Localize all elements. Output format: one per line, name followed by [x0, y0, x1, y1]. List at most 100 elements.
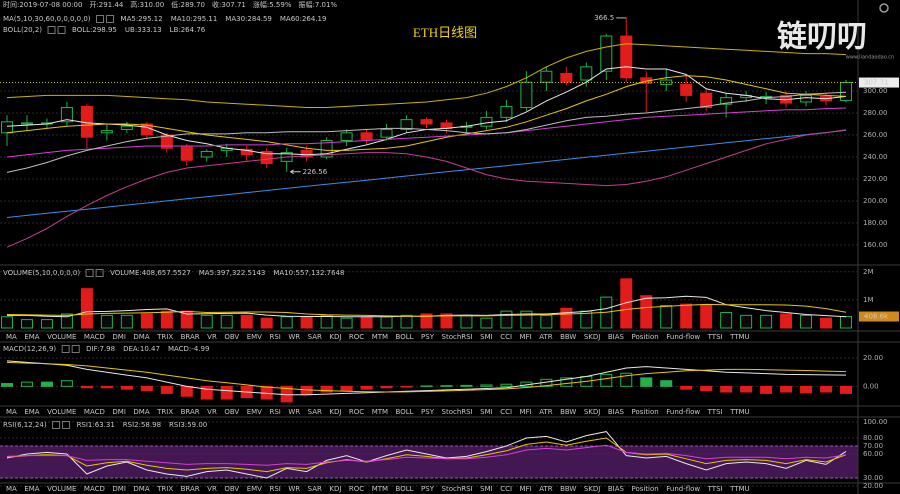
indicator-tab[interactable]: VR	[207, 485, 217, 493]
indicator-tab[interactable]: PSY	[421, 333, 435, 341]
legend-button[interactable]	[85, 269, 94, 277]
indicator-tab[interactable]: MACD	[84, 408, 105, 416]
indicator-tab[interactable]: MFI	[520, 408, 532, 416]
indicator-tab[interactable]: MTM	[372, 408, 388, 416]
indicator-tab[interactable]: SMI	[480, 333, 493, 341]
indicator-tab[interactable]: ROC	[349, 408, 364, 416]
indicator-tab[interactable]: OBV	[224, 333, 239, 341]
indicator-tab[interactable]: VOLUME	[47, 485, 76, 493]
legend-button[interactable]	[57, 26, 66, 34]
indicator-tab[interactable]: MFI	[520, 333, 532, 341]
indicator-tab[interactable]: EMV	[247, 485, 262, 493]
settings-icon[interactable]	[879, 3, 889, 13]
indicator-tab[interactable]: MA	[6, 408, 17, 416]
indicator-tab[interactable]: Fund-flow	[666, 333, 700, 341]
indicator-tab[interactable]: RSI	[269, 408, 280, 416]
indicator-tab[interactable]: SKDJ	[584, 485, 601, 493]
legend-button[interactable]	[106, 15, 115, 23]
indicator-tab[interactable]: ATR	[539, 485, 553, 493]
indicator-tab[interactable]: SAR	[308, 408, 322, 416]
legend-button[interactable]	[61, 345, 70, 353]
legend-button[interactable]	[95, 269, 104, 277]
indicator-tab[interactable]: TTMU	[729, 408, 750, 416]
indicator-tab[interactable]: PSY	[421, 485, 435, 493]
indicator-tab[interactable]: SAR	[308, 333, 322, 341]
indicator-tab[interactable]: BOLL	[396, 333, 414, 341]
indicator-tab[interactable]: KDJ	[329, 333, 341, 341]
indicator-tab[interactable]: ROC	[349, 333, 364, 341]
indicator-tab[interactable]: EMA	[24, 408, 39, 416]
indicator-tab[interactable]: TTSI	[707, 408, 723, 416]
indicator-tab[interactable]: MTM	[372, 333, 388, 341]
indicator-tab[interactable]: RSI	[269, 485, 280, 493]
indicator-tab[interactable]: MACD	[84, 485, 105, 493]
indicator-tab[interactable]: WR	[288, 485, 300, 493]
indicator-tab[interactable]: DMI	[112, 485, 126, 493]
indicator-tab[interactable]: StochRSI	[442, 485, 473, 493]
indicator-tab[interactable]: OBV	[224, 408, 239, 416]
indicator-tab[interactable]: BBW	[560, 485, 576, 493]
indicator-tab[interactable]: BOLL	[396, 408, 414, 416]
indicator-tab[interactable]: DMA	[133, 333, 149, 341]
indicator-tab[interactable]: VOLUME	[47, 333, 76, 341]
indicator-tab[interactable]: MA	[6, 485, 17, 493]
indicator-tab[interactable]: EMV	[247, 333, 262, 341]
indicator-tab[interactable]: TTSI	[707, 333, 723, 341]
indicator-tab[interactable]: BRAR	[181, 485, 200, 493]
indicator-tab[interactable]: DMI	[112, 333, 126, 341]
indicator-tab[interactable]: PSY	[421, 408, 435, 416]
indicator-tab[interactable]: BBW	[560, 408, 576, 416]
indicator-tab[interactable]: ATR	[539, 408, 553, 416]
indicator-tab[interactable]: Position	[631, 408, 658, 416]
indicator-tab[interactable]: StochRSI	[442, 333, 473, 341]
legend-button[interactable]	[71, 345, 80, 353]
indicator-tab[interactable]: MFI	[520, 485, 532, 493]
legend-button[interactable]	[47, 26, 56, 34]
indicator-tab[interactable]: DMA	[133, 408, 149, 416]
indicator-tab[interactable]: BIAS	[608, 485, 625, 493]
indicator-tab[interactable]: KDJ	[329, 408, 341, 416]
indicator-tab[interactable]: SKDJ	[584, 408, 601, 416]
indicator-tab[interactable]: BIAS	[608, 408, 625, 416]
indicator-tab[interactable]: Fund-flow	[666, 408, 700, 416]
indicator-tab[interactable]: Position	[631, 333, 658, 341]
indicator-tab[interactable]: VOLUME	[47, 408, 76, 416]
indicator-tab[interactable]: BRAR	[181, 408, 200, 416]
indicator-tab[interactable]: TTMU	[729, 485, 750, 493]
indicator-tab[interactable]: StochRSI	[442, 408, 473, 416]
indicator-tab[interactable]: DMI	[112, 408, 126, 416]
indicator-tab[interactable]: BBW	[560, 333, 576, 341]
indicator-tab[interactable]: MTM	[372, 485, 388, 493]
indicator-tab[interactable]: RSI	[269, 333, 280, 341]
indicator-tab[interactable]: WR	[288, 408, 300, 416]
indicator-tab[interactable]: SMI	[480, 408, 493, 416]
indicator-tab[interactable]: EMV	[247, 408, 262, 416]
indicator-tab[interactable]: DMA	[133, 485, 149, 493]
indicator-tab[interactable]: MACD	[84, 333, 105, 341]
indicator-tab[interactable]: SKDJ	[584, 333, 601, 341]
indicator-tab[interactable]: TRIX	[156, 333, 173, 341]
indicator-tab[interactable]: SMI	[480, 485, 493, 493]
legend-button[interactable]	[96, 15, 105, 23]
indicator-tab[interactable]: KDJ	[329, 485, 341, 493]
indicator-tab[interactable]: WR	[288, 333, 300, 341]
indicator-tab[interactable]: SAR	[308, 485, 322, 493]
indicator-tab[interactable]: TRIX	[156, 408, 173, 416]
legend-button[interactable]	[62, 421, 71, 429]
indicator-tab[interactable]: CCI	[500, 408, 512, 416]
legend-button[interactable]	[52, 421, 61, 429]
indicator-tab[interactable]: BRAR	[181, 333, 200, 341]
indicator-tab[interactable]: VR	[207, 333, 217, 341]
indicator-tab[interactable]: ATR	[539, 333, 553, 341]
indicator-tab[interactable]: TRIX	[156, 485, 173, 493]
indicator-tab[interactable]: BIAS	[608, 333, 625, 341]
indicator-tab[interactable]: MA	[6, 333, 17, 341]
indicator-tab[interactable]: CCI	[500, 485, 512, 493]
indicator-tab[interactable]: TTMU	[729, 333, 750, 341]
indicator-tab[interactable]: OBV	[224, 485, 239, 493]
indicator-tab[interactable]: BOLL	[396, 485, 414, 493]
indicator-tab[interactable]: Fund-flow	[666, 485, 700, 493]
indicator-tab[interactable]: EMA	[24, 333, 39, 341]
indicator-tab[interactable]: ROC	[349, 485, 364, 493]
indicator-tab[interactable]: TTSI	[707, 485, 723, 493]
